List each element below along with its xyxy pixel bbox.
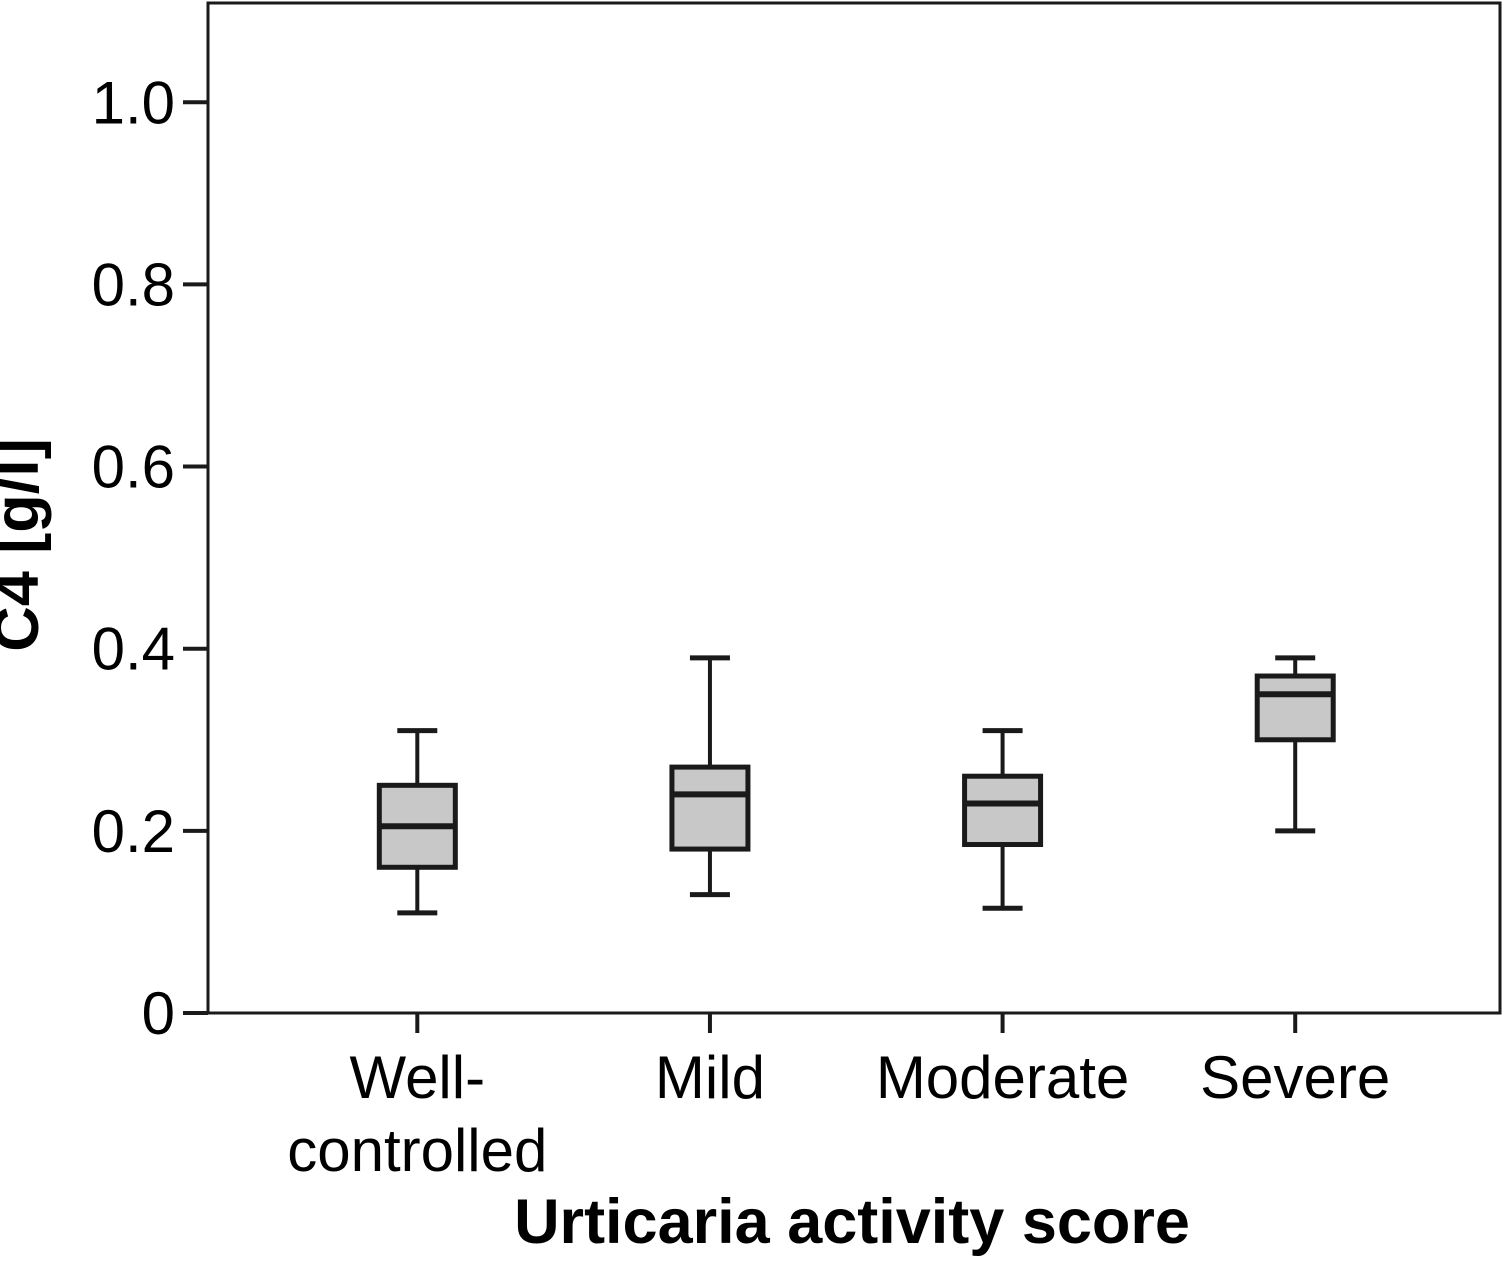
y-axis-tick-label: 1.0 <box>92 69 175 136</box>
y-axis-tick-label: 0.4 <box>92 616 175 683</box>
y-axis-tick-label: 0 <box>142 980 175 1047</box>
plot-layer: 0 0.2 0.4 0.6 0.8 1.0 Well-controlled Mild Moder… <box>92 1 1502 1184</box>
category-label: Well- <box>350 1044 486 1111</box>
category-label: Severe <box>1200 1044 1390 1111</box>
y-axis-title: C4 [g/l] <box>0 438 52 652</box>
iqr-box <box>962 773 1044 848</box>
category-label: controlled <box>287 1117 547 1184</box>
category-label: Moderate <box>876 1044 1129 1111</box>
y-axis-tick-label: 0.2 <box>92 798 175 865</box>
y-axis-tick-label: 0.8 <box>92 251 175 318</box>
x-axis-title: Urticaria activity score <box>514 1187 1190 1257</box>
iqr-box <box>669 764 751 852</box>
iqr-box <box>1254 673 1336 743</box>
category-label: Mild <box>655 1044 765 1111</box>
y-axis-tick-label: 0.6 <box>92 434 175 501</box>
